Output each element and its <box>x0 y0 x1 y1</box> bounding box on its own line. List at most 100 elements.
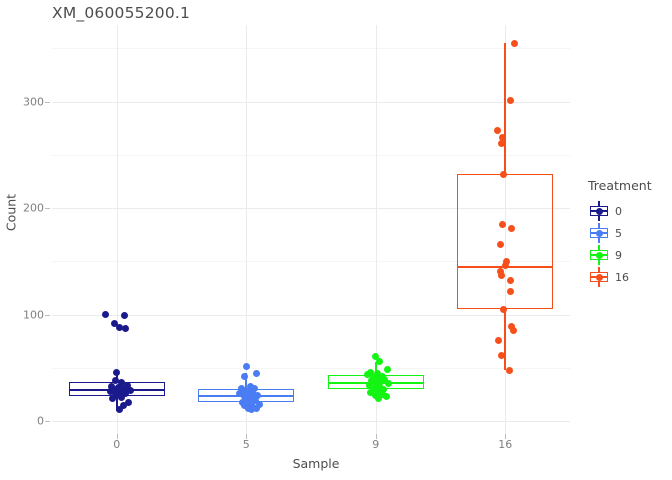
data-point <box>495 336 503 344</box>
legend-item-label: 9 <box>615 248 622 262</box>
whisker-lower <box>115 395 118 411</box>
box-group <box>52 25 570 434</box>
gridline-vertical <box>505 25 507 434</box>
data-point <box>510 39 518 47</box>
data-point <box>500 170 508 178</box>
data-point <box>122 390 130 398</box>
gridline-vertical <box>375 25 377 434</box>
data-point <box>122 325 130 333</box>
data-point <box>499 220 507 228</box>
x-tick-mark <box>116 434 118 439</box>
legend-items: 0 5 9 16 <box>588 200 672 288</box>
data-point <box>376 382 384 390</box>
legend-item-9[interactable]: 9 <box>588 244 672 266</box>
data-point <box>118 394 126 402</box>
legend-item-label: 16 <box>615 270 629 284</box>
data-point <box>254 392 262 400</box>
data-point <box>383 365 391 373</box>
page-title: XM_060055200.1 <box>52 4 191 22</box>
legend-item-5[interactable]: 5 <box>588 222 672 244</box>
whisker-lower <box>504 309 507 371</box>
box-group <box>52 25 570 434</box>
y-tick-mark <box>45 314 50 316</box>
y-tick-mark <box>45 421 50 423</box>
data-point <box>500 305 508 313</box>
data-point <box>496 267 504 275</box>
x-tick-mark <box>505 434 507 439</box>
data-point <box>368 377 376 385</box>
x-axis-title: Sample <box>292 456 340 471</box>
data-point <box>121 312 129 320</box>
data-point <box>247 394 255 402</box>
gridline-vertical <box>116 25 118 434</box>
whisker-upper <box>504 43 507 175</box>
data-point <box>111 377 119 385</box>
legend-item-16[interactable]: 16 <box>588 266 672 288</box>
data-point <box>367 388 375 396</box>
data-point <box>242 396 250 404</box>
y-tick-label: 300 <box>23 95 44 109</box>
box-rect <box>457 174 554 310</box>
data-point <box>380 385 388 393</box>
data-point <box>505 366 513 374</box>
plot-panel <box>52 25 570 434</box>
gridline-minor <box>52 48 570 50</box>
data-point <box>241 372 249 380</box>
data-point <box>236 390 244 398</box>
data-point <box>382 393 390 401</box>
data-point <box>493 126 501 134</box>
data-point <box>374 387 382 395</box>
x-tick-label: 9 <box>372 438 380 451</box>
box-group <box>52 25 570 434</box>
x-tick-mark <box>246 434 248 439</box>
data-point <box>240 386 248 394</box>
data-point <box>110 385 118 393</box>
data-point <box>255 400 263 408</box>
gridline-minor <box>52 367 570 369</box>
legend-key-icon <box>588 222 610 244</box>
data-point <box>372 379 380 387</box>
data-point <box>253 404 261 412</box>
y-tick-label: 200 <box>23 201 44 215</box>
data-point <box>118 379 126 387</box>
gridline-minor <box>52 154 570 156</box>
data-point <box>506 287 514 295</box>
legend-key-icon <box>588 244 610 266</box>
y-tick-mark <box>45 208 50 210</box>
data-point <box>365 381 373 389</box>
data-point <box>249 388 257 396</box>
y-axis-tick-labels: 0 100 200 300 <box>0 0 44 480</box>
data-point <box>377 378 385 386</box>
data-point <box>376 358 384 366</box>
gridline-major <box>52 314 570 316</box>
data-point <box>509 327 517 335</box>
data-point <box>497 139 505 147</box>
gridline-major <box>52 101 570 103</box>
legend: Treatment 0 5 9 16 <box>588 178 672 288</box>
data-point <box>251 397 259 405</box>
data-point <box>115 388 123 396</box>
data-point <box>497 351 505 359</box>
data-point <box>372 352 380 360</box>
data-point <box>506 277 514 285</box>
data-point <box>506 97 514 105</box>
data-point <box>123 381 131 389</box>
data-point <box>115 323 123 331</box>
data-point <box>109 395 117 403</box>
data-point <box>385 380 393 388</box>
data-point <box>242 363 250 371</box>
gridline-major <box>52 421 570 423</box>
legend-item-label: 5 <box>615 226 622 240</box>
data-point <box>119 401 127 409</box>
data-point <box>370 384 378 392</box>
legend-item-0[interactable]: 0 <box>588 200 672 222</box>
legend-item-label: 0 <box>615 204 622 218</box>
data-point <box>106 387 114 395</box>
legend-title: Treatment <box>588 178 652 193</box>
legend-key-icon <box>588 200 610 222</box>
whisker-upper <box>115 372 118 382</box>
gridline-vertical <box>246 25 248 434</box>
gridline-major <box>52 208 570 210</box>
y-tick-mark <box>45 101 50 103</box>
